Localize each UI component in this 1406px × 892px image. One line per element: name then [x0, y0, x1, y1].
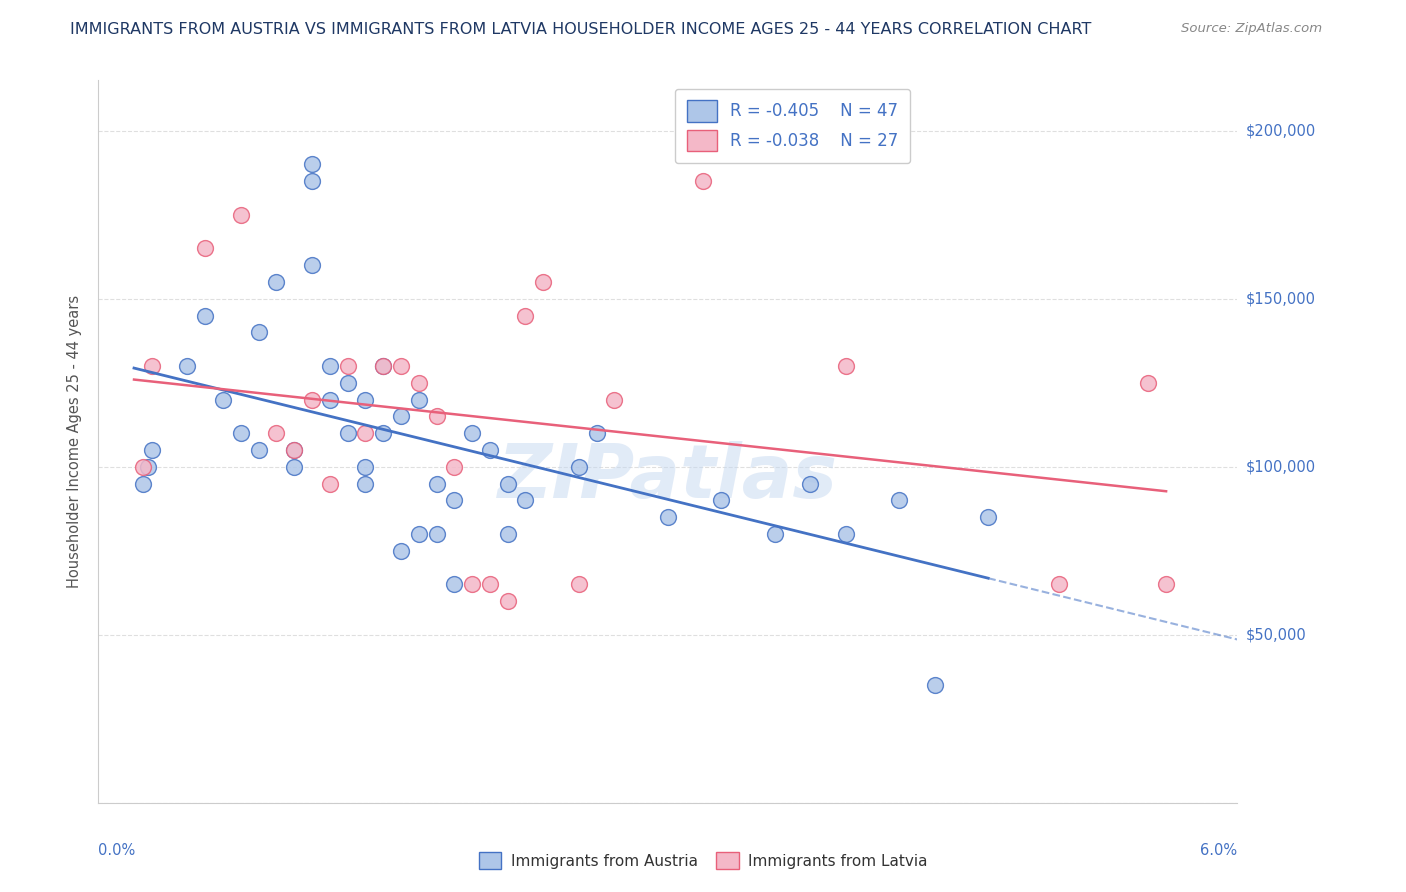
Point	[354, 392, 377, 407]
Text: $200,000: $200,000	[1246, 123, 1316, 138]
Point	[889, 493, 911, 508]
Point	[132, 459, 155, 474]
Point	[319, 359, 342, 373]
Point	[283, 442, 305, 457]
Point	[283, 442, 305, 457]
Point	[301, 157, 323, 171]
Text: 6.0%: 6.0%	[1201, 843, 1237, 857]
Point	[336, 426, 359, 441]
Point	[478, 442, 501, 457]
Text: $100,000: $100,000	[1246, 459, 1316, 475]
Point	[515, 493, 537, 508]
Point	[585, 426, 607, 441]
Point	[301, 258, 323, 272]
Point	[389, 359, 412, 373]
Point	[336, 376, 359, 390]
Point	[835, 359, 858, 373]
Point	[266, 426, 288, 441]
Point	[1137, 376, 1160, 390]
Point	[176, 359, 198, 373]
Point	[657, 510, 679, 524]
Point	[443, 493, 465, 508]
Point	[568, 577, 591, 591]
Text: ZIPatlas: ZIPatlas	[498, 442, 838, 514]
Point	[408, 376, 430, 390]
Point	[301, 392, 323, 407]
Text: $150,000: $150,000	[1246, 291, 1316, 306]
Point	[496, 527, 519, 541]
Point	[425, 527, 447, 541]
Point	[763, 527, 786, 541]
Text: 0.0%: 0.0%	[98, 843, 135, 857]
Point	[425, 409, 447, 424]
Point	[354, 426, 377, 441]
Point	[132, 476, 155, 491]
Point	[692, 174, 714, 188]
Point	[301, 174, 323, 188]
Text: Source: ZipAtlas.com: Source: ZipAtlas.com	[1181, 22, 1322, 36]
Point	[478, 577, 501, 591]
Legend: R = -0.405    N = 47, R = -0.038    N = 27: R = -0.405 N = 47, R = -0.038 N = 27	[675, 88, 910, 163]
Point	[408, 392, 430, 407]
Y-axis label: Householder Income Ages 25 - 44 years: Householder Income Ages 25 - 44 years	[67, 295, 83, 588]
Point	[247, 442, 270, 457]
Point	[710, 493, 733, 508]
Point	[496, 594, 519, 608]
Point	[496, 476, 519, 491]
Point	[389, 543, 412, 558]
Point	[247, 326, 270, 340]
Legend: Immigrants from Austria, Immigrants from Latvia: Immigrants from Austria, Immigrants from…	[472, 846, 934, 875]
Point	[977, 510, 1000, 524]
Point	[319, 476, 342, 491]
Point	[283, 459, 305, 474]
Point	[319, 392, 342, 407]
Point	[194, 309, 217, 323]
Point	[799, 476, 821, 491]
Point	[425, 476, 447, 491]
Point	[212, 392, 235, 407]
Point	[461, 426, 484, 441]
Point	[141, 359, 163, 373]
Point	[408, 527, 430, 541]
Point	[373, 359, 395, 373]
Point	[389, 409, 412, 424]
Point	[373, 426, 395, 441]
Text: $50,000: $50,000	[1246, 627, 1306, 642]
Point	[531, 275, 554, 289]
Text: IMMIGRANTS FROM AUSTRIA VS IMMIGRANTS FROM LATVIA HOUSEHOLDER INCOME AGES 25 - 4: IMMIGRANTS FROM AUSTRIA VS IMMIGRANTS FR…	[70, 22, 1091, 37]
Point	[336, 359, 359, 373]
Point	[1154, 577, 1177, 591]
Point	[443, 577, 465, 591]
Point	[835, 527, 858, 541]
Point	[568, 459, 591, 474]
Point	[266, 275, 288, 289]
Point	[1047, 577, 1070, 591]
Point	[354, 476, 377, 491]
Point	[354, 459, 377, 474]
Point	[141, 442, 163, 457]
Point	[136, 459, 159, 474]
Point	[229, 426, 252, 441]
Point	[924, 678, 946, 692]
Point	[194, 241, 217, 255]
Point	[461, 577, 484, 591]
Point	[229, 208, 252, 222]
Point	[373, 359, 395, 373]
Point	[515, 309, 537, 323]
Point	[443, 459, 465, 474]
Point	[603, 392, 626, 407]
